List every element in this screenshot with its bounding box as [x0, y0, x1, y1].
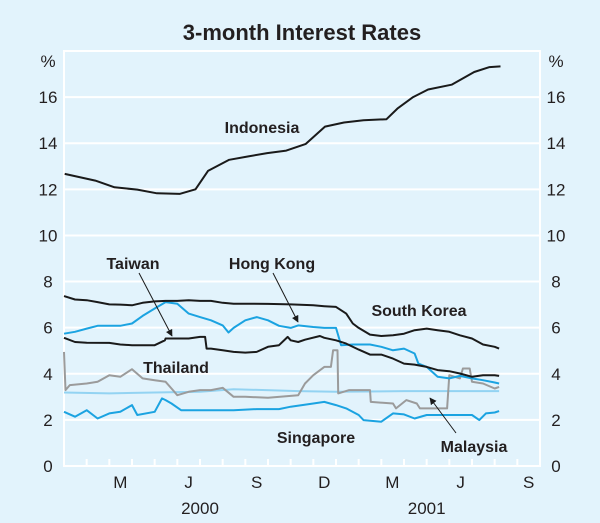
label-singapore: Singapore	[277, 430, 355, 447]
series-line-south-korea	[63, 295, 500, 350]
label-malaysia: Malaysia	[441, 439, 508, 456]
series-line-thailand	[63, 388, 500, 395]
y-tick-label-right: 2	[551, 411, 560, 430]
x-tick-label: S	[523, 473, 534, 492]
y-tick-label-right: 8	[551, 273, 560, 292]
x-tick-label: J	[184, 473, 193, 492]
label-thailand: Thailand	[143, 360, 209, 377]
y-tick-label-right: 12	[547, 180, 566, 199]
x-tick-labels: M J S D M J S 2000 2001	[113, 473, 534, 518]
series-line-singapore	[63, 397, 500, 423]
series-lines	[63, 65, 501, 423]
x-tick-label: D	[318, 473, 330, 492]
series-line-malaysia	[63, 349, 500, 410]
y-tick-label-left: 0	[43, 457, 52, 476]
taiwan-arrow	[138, 272, 173, 337]
x-tick-label: S	[251, 473, 262, 492]
x-tick-label: J	[456, 473, 465, 492]
x-tick-label: M	[113, 473, 127, 492]
series-line-taiwan	[63, 335, 500, 378]
hong-kong-arrow	[272, 272, 299, 323]
series-line-hong-kong	[63, 301, 500, 385]
year-label: 2000	[181, 499, 219, 518]
y-tick-label-right: 14	[547, 134, 566, 153]
y-tick-label-right: 16	[547, 88, 566, 107]
label-south-korea: South Korea	[371, 303, 466, 320]
label-indonesia: Indonesia	[225, 120, 300, 137]
series-line-indonesia	[64, 65, 501, 195]
malaysia-arrow	[429, 397, 457, 434]
y-tick-label-right: 0	[551, 457, 560, 476]
y-tick-label-left: 10	[39, 226, 58, 245]
year-label: 2001	[408, 499, 446, 518]
x-tick-label: M	[385, 473, 399, 492]
y-tick-label-right: 4	[551, 365, 560, 384]
y-tick-label-left: 4	[43, 365, 52, 384]
y-tick-label-left: 2	[43, 411, 52, 430]
chart-title: 3-month Interest Rates	[183, 20, 421, 45]
y-tick-label-left: 8	[43, 273, 52, 292]
y-tick-label-left: 16	[39, 88, 58, 107]
y-tick-labels: 0 0 2 2 4 4 6 6 8 8 10 10 12 12 14 14 16 16	[39, 88, 566, 476]
y-tick-label-left: 12	[39, 180, 58, 199]
y-tick-label-left: 14	[39, 134, 58, 153]
y-tick-label-right: 10	[547, 226, 566, 245]
y-axis-unit-left: %	[40, 52, 55, 71]
y-axis-unit-right: %	[548, 52, 563, 71]
label-taiwan: Taiwan	[106, 256, 159, 273]
y-tick-label-left: 6	[43, 319, 52, 338]
label-hong-kong: Hong Kong	[229, 256, 315, 273]
y-tick-label-right: 6	[551, 319, 560, 338]
